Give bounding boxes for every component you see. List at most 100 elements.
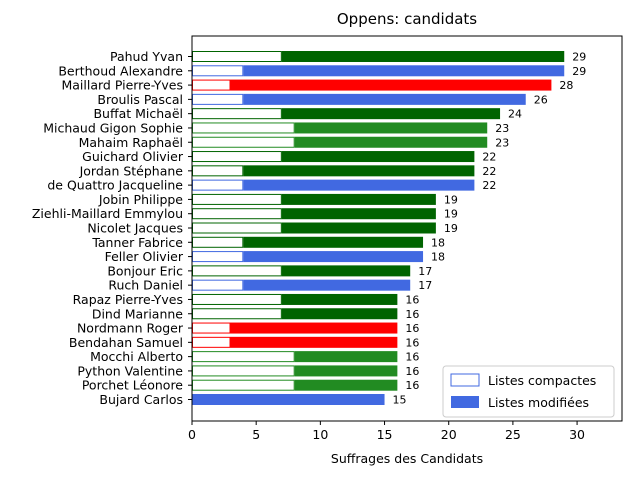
bar-modifiees bbox=[243, 65, 565, 77]
y-tick-label: Python Valentine bbox=[77, 363, 183, 378]
plot-frame bbox=[191, 35, 623, 422]
x-tick-label: 30 bbox=[569, 427, 585, 442]
bar-modifiees bbox=[281, 293, 398, 305]
value-label: 16 bbox=[405, 293, 419, 306]
bar-compactes bbox=[192, 193, 282, 205]
value-label: 22 bbox=[482, 151, 496, 164]
bar-modifiees bbox=[281, 193, 436, 205]
bar-modifiees bbox=[294, 136, 488, 148]
y-tick-label: Bonjour Eric bbox=[107, 263, 183, 278]
x-tick-label: 10 bbox=[312, 427, 328, 442]
x-tick-label: 20 bbox=[441, 427, 457, 442]
y-tick-label: Nicolet Jacques bbox=[87, 221, 183, 236]
legend-label-modifiees: Listes modifiées bbox=[488, 395, 589, 410]
bar-compactes bbox=[192, 322, 231, 334]
bar-modifiees bbox=[294, 122, 488, 134]
x-tick-label: 15 bbox=[377, 427, 393, 442]
y-tick-label: Maillard Pierre-Yves bbox=[61, 78, 183, 93]
y-tick-label: Jobin Philippe bbox=[98, 192, 183, 207]
y-tick-label: Ruch Daniel bbox=[108, 278, 183, 293]
value-label: 15 bbox=[393, 394, 407, 407]
legend-label-compactes: Listes compactes bbox=[488, 373, 596, 388]
y-tick-label: Rapaz Pierre-Yves bbox=[73, 292, 183, 307]
bar-compactes bbox=[192, 136, 295, 148]
y-tick-label: Nordmann Roger bbox=[77, 321, 184, 336]
value-label: 16 bbox=[405, 351, 419, 364]
bar-modifiees bbox=[230, 336, 398, 348]
bar-compactes bbox=[192, 151, 282, 163]
value-label: 26 bbox=[534, 93, 548, 106]
value-label: 29 bbox=[572, 51, 586, 64]
bar-compactes bbox=[192, 65, 244, 77]
bar-modifiees bbox=[281, 151, 475, 163]
y-tick-label: Feller Olivier bbox=[105, 249, 184, 264]
bar-modifiees bbox=[281, 308, 398, 320]
bar-modifiees bbox=[243, 179, 475, 191]
bar-modifiees bbox=[281, 265, 411, 277]
y-tick-label: Mocchi Alberto bbox=[90, 349, 183, 364]
bar-modifiees bbox=[281, 208, 436, 220]
legend: Listes compactes Listes modifiées bbox=[442, 365, 615, 418]
bar-modifiees bbox=[294, 365, 398, 377]
y-tick-label: Dind Marianne bbox=[92, 306, 183, 321]
bar-compactes bbox=[192, 93, 244, 105]
value-label: 19 bbox=[444, 208, 458, 221]
value-label: 16 bbox=[405, 308, 419, 321]
y-tick-label: de Quattro Jacqueline bbox=[47, 178, 183, 193]
bars-layer bbox=[192, 51, 565, 405]
value-label: 18 bbox=[431, 251, 445, 264]
bar-compactes bbox=[192, 351, 295, 363]
bar-modifiees bbox=[243, 165, 475, 177]
axes-layer: 0 5 10 15 20 25 30 bbox=[188, 35, 623, 442]
bar-modifiees bbox=[294, 379, 398, 391]
y-tick-label: Tanner Fabrice bbox=[91, 235, 183, 250]
value-label: 16 bbox=[405, 379, 419, 392]
bar-modifiees bbox=[243, 251, 424, 263]
y-tick-label: Broulis Pascal bbox=[97, 92, 183, 107]
y-tick-label: Ziehli-Maillard Emmylou bbox=[32, 206, 183, 221]
x-tick-label: 0 bbox=[188, 427, 196, 442]
bar-compactes bbox=[192, 79, 231, 91]
y-tick-label: Pahud Yvan bbox=[110, 49, 183, 64]
bar-modifiees bbox=[243, 279, 411, 291]
bar-compactes bbox=[192, 293, 282, 305]
bar-compactes bbox=[192, 308, 282, 320]
y-tick-label: Jordan Stéphane bbox=[79, 163, 184, 178]
x-tick-label: 5 bbox=[252, 427, 260, 442]
bar-compactes bbox=[192, 222, 282, 234]
bar-compactes bbox=[192, 336, 231, 348]
bar-modifiees bbox=[230, 322, 398, 334]
bar-compactes bbox=[192, 122, 295, 134]
labels-layer: Pahud Yvan 29 Berthoud Alexandre 29 Maillard… bbox=[32, 49, 586, 407]
bar-compactes bbox=[192, 379, 295, 391]
bar-modifiees bbox=[243, 236, 424, 248]
bar-compactes bbox=[192, 365, 295, 377]
bar-compactes bbox=[192, 251, 244, 263]
value-label: 19 bbox=[444, 193, 458, 206]
value-label: 17 bbox=[418, 265, 432, 278]
y-tick-label: Guichard Olivier bbox=[82, 149, 184, 164]
y-tick-label: Michaud Gigon Sophie bbox=[43, 120, 183, 135]
bar-modifiees bbox=[281, 108, 501, 120]
bar-compactes bbox=[192, 279, 244, 291]
bar-modifiees bbox=[243, 93, 526, 105]
bar-modifiees bbox=[192, 394, 385, 405]
value-label: 22 bbox=[482, 165, 496, 178]
value-label: 23 bbox=[495, 122, 509, 135]
bar-modifiees bbox=[281, 51, 565, 62]
y-tick-label: Buffat Michaël bbox=[93, 106, 183, 121]
bar-compactes bbox=[192, 108, 282, 120]
value-label: 16 bbox=[405, 322, 419, 335]
x-tick-label: 25 bbox=[505, 427, 521, 442]
bar-modifiees bbox=[281, 222, 436, 234]
bar-compactes bbox=[192, 165, 244, 177]
bar-compactes bbox=[192, 208, 282, 220]
legend-swatch-modifiees bbox=[451, 396, 479, 408]
y-tick-label: Berthoud Alexandre bbox=[58, 63, 183, 78]
bar-compactes bbox=[192, 236, 244, 248]
x-axis-label: Suffrages des Candidats bbox=[331, 451, 483, 466]
bar-compactes bbox=[192, 179, 244, 191]
y-tick-label: Porchet Léonore bbox=[82, 378, 183, 393]
y-tick-label: Bujard Carlos bbox=[99, 392, 183, 407]
value-label: 17 bbox=[418, 279, 432, 292]
